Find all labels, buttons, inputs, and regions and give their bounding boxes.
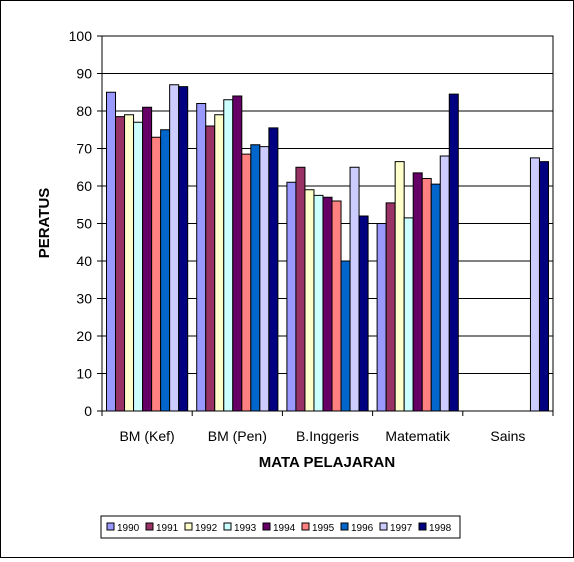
legend-swatch-1990 — [106, 522, 115, 531]
bar-1992-2 — [304, 189, 315, 412]
x-tick-label: BM (Kef) — [119, 428, 174, 444]
legend-box — [100, 515, 461, 539]
bar-1997-3 — [439, 155, 450, 412]
x-tick-label: Sains — [490, 428, 525, 444]
legend-label-1992: 1992 — [195, 523, 218, 534]
bar-1994-2 — [322, 196, 333, 412]
legend-label-1994: 1994 — [273, 523, 296, 534]
bar-1995-2 — [331, 200, 342, 412]
bar-1998-1 — [268, 127, 279, 412]
y-tick-label: 20 — [76, 328, 92, 344]
bar-1996-2 — [340, 260, 351, 412]
y-tick-label: 30 — [76, 291, 92, 307]
legend-swatch-1994 — [262, 522, 271, 531]
legend-swatch-1998 — [418, 522, 427, 531]
legend: 1990 1991 1992 1993 1994 1995 1996 1997 1998 — [100, 515, 461, 539]
y-tick-label: 70 — [76, 141, 92, 157]
bar-1996-3 — [430, 183, 441, 412]
bar-1997-4 — [529, 157, 540, 412]
bar-1998-3 — [448, 93, 459, 412]
bar-1990-2 — [286, 181, 297, 412]
bar-1993-3 — [403, 217, 414, 412]
legend-swatch-1995 — [301, 522, 310, 531]
bar-1993-0 — [133, 121, 144, 412]
bar-1991-0 — [115, 116, 126, 412]
bar-1993-2 — [313, 194, 324, 412]
legend-swatch-1991 — [145, 522, 154, 531]
axes: 0 10 20 30 40 50 60 70 80 90 100 BM (Kef) BM (Pen) B.… — [69, 28, 554, 444]
bar-1992-0 — [124, 114, 135, 412]
bar-1991-2 — [295, 166, 306, 412]
bar-1990-3 — [376, 223, 387, 412]
y-tick-label: 40 — [76, 253, 92, 269]
y-tick-label: 100 — [69, 28, 93, 44]
legend-label-1995: 1995 — [312, 523, 335, 534]
legend-swatch-1997 — [379, 522, 388, 531]
bar-1993-1 — [223, 99, 234, 412]
bars — [106, 84, 549, 412]
legend-swatch-1996 — [340, 522, 349, 531]
y-tick-label: 0 — [84, 403, 92, 419]
bar-1994-3 — [412, 172, 423, 412]
bar-1995-1 — [241, 153, 252, 412]
legend-label-1991: 1991 — [156, 523, 179, 534]
x-tick-label: BM (Pen) — [208, 428, 267, 444]
bar-1998-0 — [178, 86, 189, 412]
bar-1996-1 — [250, 144, 261, 412]
bar-1998-2 — [358, 215, 369, 412]
legend-label-1998: 1998 — [429, 523, 452, 534]
legend-label-1996: 1996 — [351, 523, 374, 534]
y-tick-label: 50 — [76, 216, 92, 232]
y-tick-label: 60 — [76, 178, 92, 194]
legend-label-1990: 1990 — [117, 523, 140, 534]
bar-1994-0 — [142, 106, 153, 412]
bar-1990-0 — [106, 91, 117, 412]
y-tick-label: 90 — [76, 66, 92, 82]
x-tick-label: Matematik — [385, 428, 451, 444]
bar-1990-1 — [196, 103, 207, 412]
bar-1997-1 — [259, 146, 270, 412]
bar-1997-2 — [349, 166, 360, 412]
bar-1991-3 — [385, 202, 396, 412]
legend-swatch-1993 — [223, 522, 232, 531]
bar-1994-1 — [232, 95, 243, 412]
bar-1997-0 — [169, 84, 180, 412]
y-tick-label: 10 — [76, 366, 92, 382]
y-tick-label: 80 — [76, 103, 92, 119]
legend-label-1993: 1993 — [234, 523, 257, 534]
bar-1992-1 — [214, 114, 225, 412]
x-axis-title: MATA PELAJARAN — [259, 454, 395, 471]
bar-1992-3 — [394, 161, 405, 412]
bar-1996-0 — [160, 129, 171, 412]
bar-1991-1 — [205, 125, 216, 412]
legend-swatch-1992 — [184, 522, 193, 531]
bar-1998-4 — [538, 161, 549, 412]
y-axis-title: PERATUS — [36, 188, 53, 259]
bar-1995-3 — [421, 178, 432, 412]
legend-label-1997: 1997 — [390, 523, 413, 534]
x-tick-label: B.Inggeris — [296, 428, 359, 444]
bar-1995-0 — [151, 136, 162, 412]
